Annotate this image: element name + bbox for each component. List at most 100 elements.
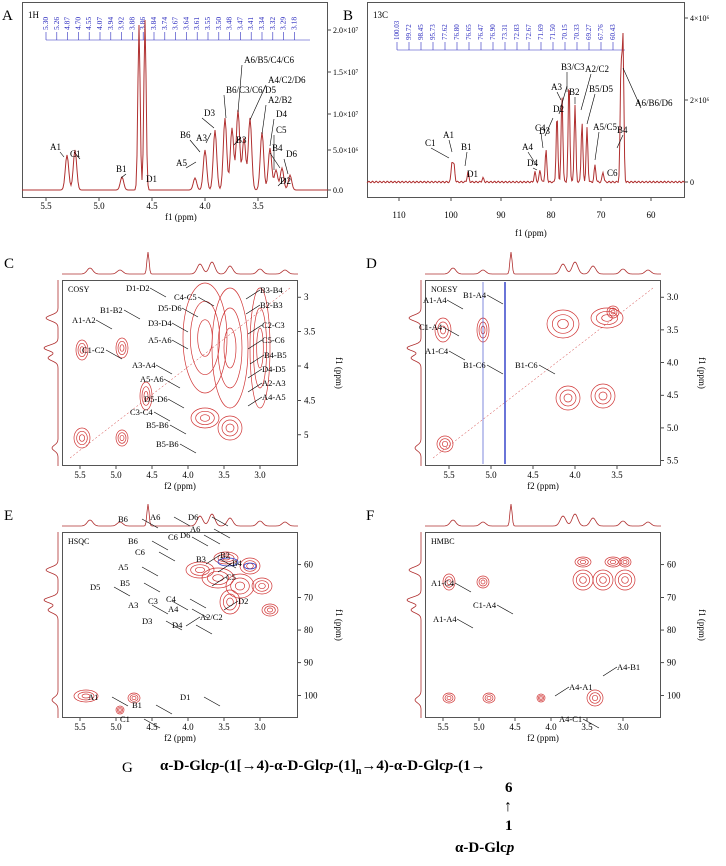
branch-sugar: α-D-Glcp [455, 840, 514, 857]
peak-list-item: 3.61 [192, 17, 201, 30]
peak-list-item: 3.18 [289, 17, 298, 30]
cross-peak-label: C1-C2 [82, 345, 105, 355]
peak-list-item: 3.47 [235, 17, 244, 30]
contour [589, 692, 601, 704]
y-tick-label-f: 70 [667, 592, 677, 602]
contour [590, 383, 616, 409]
scheme-end: -(1→ [453, 758, 486, 774]
contour [242, 560, 258, 572]
peak-label-b: D3 [539, 126, 550, 136]
contour [77, 691, 95, 701]
peak-label-b: D2 [553, 104, 564, 114]
cross-peak-label: B5 [120, 578, 130, 588]
peak-label-a: D2 [280, 176, 291, 186]
nucleus-label-a: 1H [28, 10, 39, 20]
ylabel-e: f1 (ppm) [334, 609, 344, 641]
contour [116, 706, 124, 714]
contour [141, 386, 151, 406]
cross-peak-label: B1-C6 [463, 360, 486, 370]
contour-plot-d: NOESY 5.5 5.0 4.5 4.0 3.5 f2 (ppm) 3.0 3.5 4.0 4.5… [406, 251, 707, 491]
y-tick-label-a: 1.0×10⁷ [333, 110, 359, 119]
label-arrow [527, 151, 538, 167]
label-arrow [247, 382, 263, 393]
peak-list-item: 3.84 [149, 17, 158, 30]
peak-label-a: A3 [196, 133, 207, 143]
contour [201, 567, 235, 589]
label-arrow [211, 516, 229, 527]
label-arrow [189, 139, 201, 153]
spectrum-title-e: HSQC [68, 537, 89, 546]
x-tick-label-c: 3.0 [254, 470, 266, 480]
label-arrow [105, 349, 123, 360]
cross-peak-label: A2-A3 [262, 378, 286, 388]
scheme-subscript: n [355, 766, 362, 777]
cross-peak-label: A6 [150, 512, 160, 522]
peak-label-b: A4 [522, 142, 533, 152]
contour [577, 558, 589, 566]
contour [606, 305, 620, 319]
contour [266, 607, 274, 613]
panel-letter-b: B [343, 8, 354, 24]
x-tick-label-d: 3.5 [611, 470, 623, 480]
y-tick-label-e: 60 [304, 560, 314, 570]
contour [546, 309, 580, 339]
peak-label-a: C1 [70, 149, 81, 159]
label-arrow [197, 296, 215, 307]
ylabel-d: f1 (ppm) [697, 357, 707, 389]
contour [73, 427, 91, 449]
x-tick-label-e: 5.5 [74, 722, 86, 732]
contour [446, 695, 452, 701]
contour [254, 580, 270, 592]
contour [246, 562, 254, 570]
x-tick-label-a: 5.0 [93, 201, 105, 211]
peak-label-b: B1 [461, 142, 472, 152]
contour [598, 391, 608, 401]
contour [621, 576, 629, 584]
label-arrow [594, 131, 600, 161]
label-arrow [442, 326, 460, 337]
structure-scheme: G α-D-Glcp-(1[→4)-α-D-Glcp-(1]n→4)-α-D-G… [0, 740, 726, 866]
label-arrow [155, 364, 173, 375]
label-arrow [247, 368, 263, 379]
cross-peak-label: B3 [196, 554, 206, 564]
cross-peak-label: D5-D6 [158, 303, 182, 313]
peak-list-item: 77.62 [441, 24, 449, 40]
peak-list-item: 3.92 [117, 17, 126, 30]
cross-peak-label: A1-A2 [72, 315, 96, 325]
x-tick-label-a: 4.0 [199, 201, 211, 211]
cross-peak-label: C1-A4 [473, 600, 497, 610]
contour [442, 573, 456, 591]
label-arrow [532, 167, 538, 171]
peak-label-a: B1 [116, 164, 127, 174]
label-arrow [538, 364, 556, 375]
x-tick-label-b: 110 [392, 210, 406, 220]
contour [614, 569, 636, 591]
contour [618, 556, 632, 568]
y-tick-label-f: 100 [667, 690, 681, 700]
cross-peak-label: C2-C3 [262, 320, 285, 330]
label-arrow [155, 704, 173, 715]
contour [194, 566, 206, 574]
label-arrow [167, 398, 185, 409]
cross-peak-label: A3-A4 [132, 360, 156, 370]
xlabel-d: f2 (ppm) [527, 481, 559, 491]
contour [234, 581, 246, 591]
y-tick-label-d: 3.0 [667, 292, 679, 302]
contour [131, 695, 137, 701]
peak-list-item: 3.29 [279, 17, 288, 30]
contour [539, 696, 543, 700]
cross-peak-label: C4 [166, 594, 177, 604]
contour [127, 692, 141, 704]
x-tick-label-a: 5.5 [40, 201, 52, 211]
peak-list-item: 71.50 [549, 24, 557, 40]
cross-peak-label: B1 [132, 700, 142, 710]
label-arrow [277, 177, 287, 187]
contour [213, 551, 239, 565]
peak-list-item: 3.50 [214, 17, 223, 30]
contour [217, 307, 243, 389]
cross-peak-label: D4 [172, 620, 183, 630]
contour [230, 577, 250, 595]
xlabel-f: f2 (ppm) [527, 733, 559, 743]
cross-peak-label: D4-D5 [262, 364, 286, 374]
peak-list-item: 98.45 [417, 24, 425, 40]
